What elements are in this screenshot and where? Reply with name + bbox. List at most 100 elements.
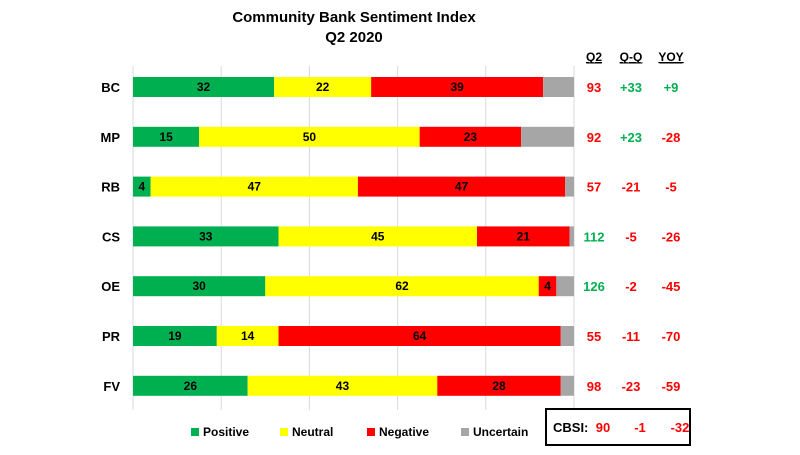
stat-value: 92: [587, 130, 601, 145]
data-label: 47: [455, 180, 469, 194]
data-label: 28: [492, 379, 506, 393]
category-label: MP: [101, 130, 121, 145]
column-header: Q-Q: [620, 50, 643, 64]
stat-value: 98: [587, 379, 601, 394]
category-label: BC: [101, 80, 120, 95]
stat-value: 93: [587, 80, 601, 95]
legend-swatch: [280, 428, 288, 436]
bar-segment-negative: [538, 276, 557, 297]
bar-segment-neutral: [150, 176, 358, 197]
stat-value: -21: [622, 180, 641, 195]
stat-value: +9: [664, 80, 679, 95]
stats-table: Q2 Q-Q YOY 93 +33 +9 92 +23 -28 57 -21 -5 112 -5 -26 12…: [583, 50, 684, 394]
legend-swatch: [367, 428, 375, 436]
legend-swatch: [191, 428, 199, 436]
data-label: 64: [413, 329, 427, 343]
stat-value: -70: [662, 329, 681, 344]
bar-segment-negative: [419, 126, 522, 147]
stat-value: -26: [662, 229, 681, 244]
category-label: OE: [101, 279, 120, 294]
chart-title: Community Bank Sentiment Index: [232, 9, 476, 26]
stat-value: -28: [662, 130, 681, 145]
stat-value: +23: [620, 130, 642, 145]
stat-value: -23: [622, 379, 641, 394]
bar-segment-neutral: [265, 276, 539, 297]
bar-segment-positive: [133, 77, 275, 97]
data-label: 15: [159, 130, 173, 144]
stat-value: -5: [665, 180, 677, 195]
bar-segment-positive: [133, 326, 217, 346]
category-label: CS: [102, 229, 120, 244]
stat-value: -11: [622, 329, 640, 344]
bar-segment-negative: [357, 176, 566, 197]
category-label: RB: [101, 180, 120, 195]
legend-label: Neutral: [292, 425, 333, 439]
bar-segment-uncertain: [556, 276, 574, 297]
bar-segment-uncertain: [521, 126, 574, 147]
summary-label: CBSI:: [553, 420, 588, 435]
data-label: 62: [395, 279, 409, 293]
data-label: 22: [316, 80, 330, 94]
column-header: YOY: [658, 50, 683, 64]
bar-segment-positive: [133, 226, 279, 247]
cbsi-summary: CBSI: 90 -1 -32: [545, 408, 691, 446]
data-label: 32: [197, 80, 211, 94]
data-label: 19: [168, 329, 182, 343]
data-label: 47: [248, 180, 262, 194]
bar-segment-positive: [133, 126, 200, 147]
legend: Positive Neutral Negative Uncertain: [191, 425, 528, 439]
legend-label: Negative: [379, 425, 429, 439]
stat-value: +33: [620, 80, 642, 95]
bar-segment-neutral: [278, 226, 477, 247]
bar-segment-neutral: [216, 326, 279, 346]
data-label: 33: [199, 229, 213, 243]
bar-segment-negative: [437, 375, 561, 396]
summary-value: -32: [671, 420, 690, 435]
legend-label: Positive: [203, 425, 249, 439]
legend-label: Uncertain: [473, 425, 528, 439]
data-label: 4: [138, 180, 145, 194]
bar-segment-negative: [476, 226, 570, 247]
summary-box: [545, 408, 691, 446]
bar-segment-positive: [133, 375, 248, 396]
summary-value: -1: [634, 420, 646, 435]
bar-segment-uncertain: [560, 375, 574, 396]
bars-group: BC 32 22 39 MP 15 50 23 RB 4 47 47 CS 33 45 21 OE 30 62 4 PR…: [101, 77, 574, 396]
bar-segment-uncertain: [543, 77, 574, 97]
stat-value: -45: [662, 279, 681, 294]
data-label: 26: [184, 379, 198, 393]
summary-value: 90: [596, 420, 610, 435]
bar-segment-neutral: [199, 126, 420, 147]
stat-value: -59: [662, 379, 681, 394]
category-label: PR: [102, 329, 121, 344]
stat-value: 112: [584, 229, 605, 244]
bar-segment-uncertain: [565, 176, 574, 197]
category-label: FV: [103, 379, 120, 394]
data-label: 45: [371, 229, 385, 243]
data-label: 21: [517, 229, 531, 243]
stat-value: -5: [625, 229, 637, 244]
bar-segment-negative: [278, 326, 561, 346]
data-label: 14: [241, 329, 255, 343]
legend-swatch: [461, 428, 469, 436]
bar-segment-neutral: [247, 375, 438, 396]
stat-value: 57: [587, 180, 601, 195]
bar-segment-uncertain: [569, 226, 574, 247]
stat-value: 126: [583, 279, 605, 294]
stat-value: -2: [625, 279, 637, 294]
data-label: 39: [450, 80, 464, 94]
stat-value: 55: [587, 329, 601, 344]
bar-segment-neutral: [274, 77, 372, 97]
bar-segment-positive: [133, 276, 266, 297]
data-label: 50: [303, 130, 317, 144]
data-label: 23: [464, 130, 478, 144]
column-header: Q2: [586, 50, 602, 64]
data-label: 4: [544, 279, 551, 293]
data-label: 43: [336, 379, 350, 393]
data-label: 30: [192, 279, 206, 293]
bar-segment-positive: [133, 176, 151, 197]
chart-subtitle: Q2 2020: [325, 29, 383, 46]
bar-segment-negative: [371, 77, 544, 97]
